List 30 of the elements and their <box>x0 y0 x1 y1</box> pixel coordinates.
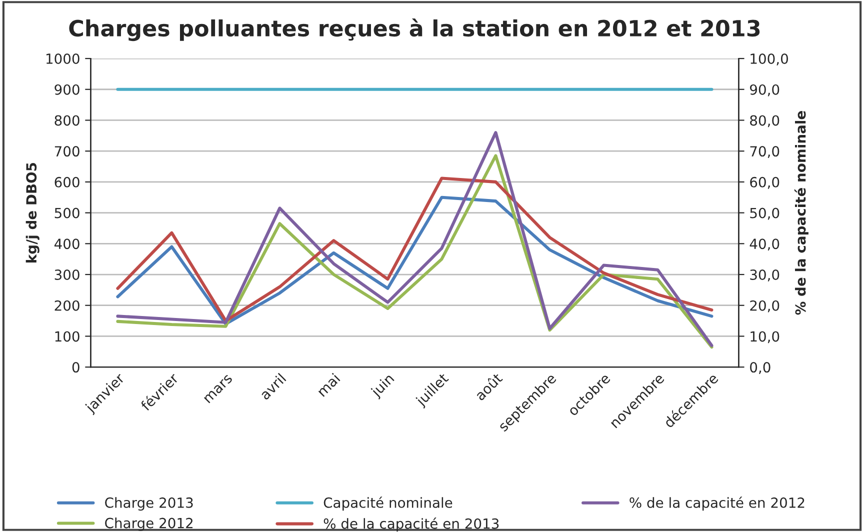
legend-label: % de la capacité en 2012 <box>630 496 804 511</box>
legend-label: % de la capacité en 2013 <box>324 518 499 532</box>
y2-tick-label: 50,0 <box>750 208 780 220</box>
y-tick-label: 400 <box>54 238 80 250</box>
y-tick-label: 800 <box>54 115 80 126</box>
y2-tick-label: 90,0 <box>750 84 780 96</box>
chart-title: Charges polluantes reçues à la station en 2012 et 2013 <box>69 18 760 42</box>
y2-tick-label: 10,0 <box>750 331 780 344</box>
legend-label: Capacité nominale <box>324 496 452 511</box>
y2-tick-label: 100,0 <box>750 53 788 66</box>
y-tick-label: 1000 <box>46 53 80 64</box>
y2-tick-label: 40,0 <box>750 238 780 251</box>
y2-tick-label: 80,0 <box>750 115 780 128</box>
y2-tick-label: 70,0 <box>750 146 780 158</box>
y-tick-label: 700 <box>54 146 80 157</box>
y-tick-label: 900 <box>54 84 80 95</box>
y-tick-label: 0 <box>72 362 80 373</box>
y2-tick-label: 0,0 <box>750 362 770 374</box>
legend-label: Charge 2012 <box>105 518 192 532</box>
y-tick-label: 300 <box>54 269 80 280</box>
y-tick-label: 200 <box>54 300 80 311</box>
legend-label: Charge 2013 <box>105 497 193 511</box>
y2-tick-label: 30,0 <box>750 269 780 282</box>
y-axis-title: kg/j de DBO5 <box>26 162 40 262</box>
y-tick-label: 600 <box>54 176 80 188</box>
y-tick-label: 100 <box>55 331 80 342</box>
y-tick-label: 500 <box>54 208 80 218</box>
y2-tick-label: 60,0 <box>750 176 780 189</box>
y2-axis-title: % de la capacité nominale <box>794 111 808 315</box>
y2-tick-label: 20,0 <box>750 300 780 312</box>
